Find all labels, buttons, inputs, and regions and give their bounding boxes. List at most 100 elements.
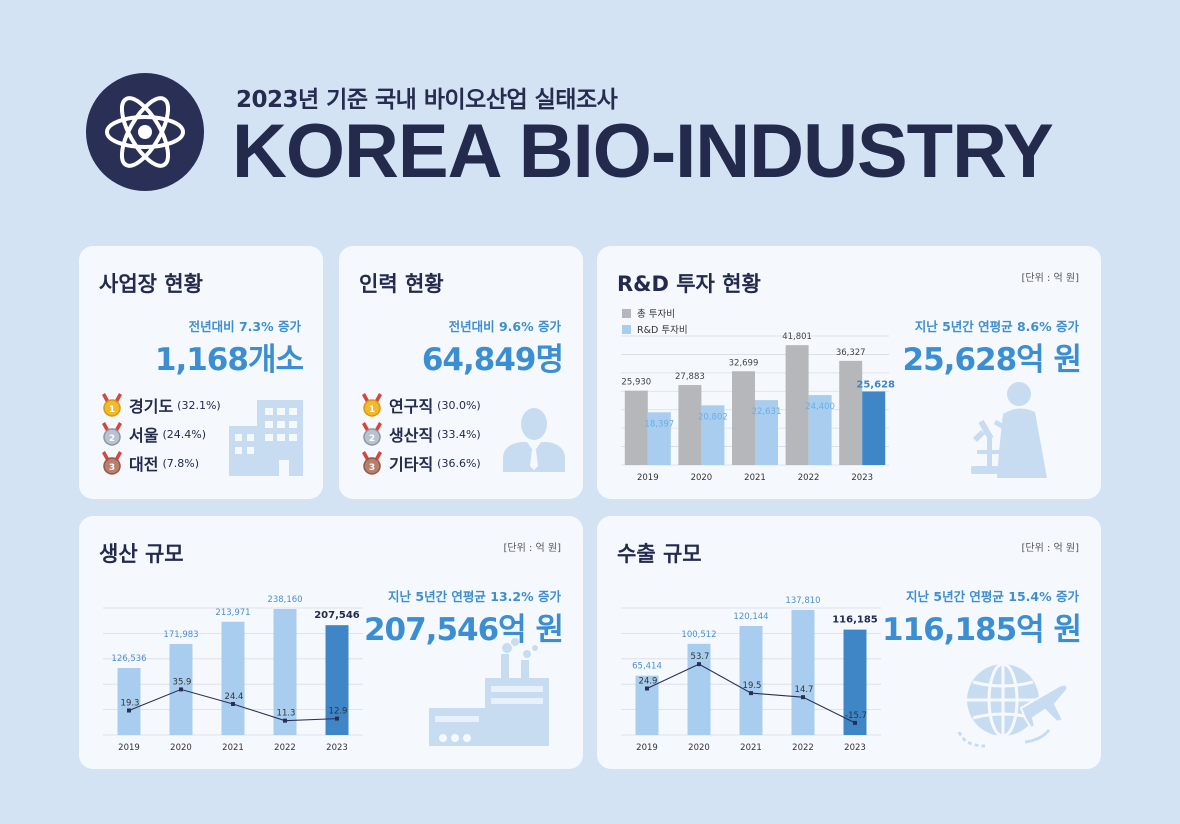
data-label: 171,983 xyxy=(163,630,198,640)
data-label-total: 32,699 xyxy=(729,358,759,368)
business-card: 사업장 현황 전년대비 7.3% 증가 1,168개소 1 경기도 (32.1%… xyxy=(79,246,323,499)
svg-text:1: 1 xyxy=(369,405,375,415)
data-label: 116,185 xyxy=(832,615,878,626)
legend-label-total: 총 투자비 xyxy=(637,309,675,320)
bar-total xyxy=(732,371,755,465)
data-label-rnd: 24,400 xyxy=(805,402,835,412)
x-tick-label: 2019 xyxy=(637,473,659,483)
rnd-unit: [단위 : 억 원] xyxy=(1021,273,1079,284)
bar xyxy=(273,608,297,735)
growth-label: -15.7 xyxy=(845,711,867,721)
data-label: 137,810 xyxy=(785,596,820,606)
business-title: 사업장 현황 xyxy=(99,272,203,296)
data-label-total: 27,883 xyxy=(675,372,705,382)
rank-pct: (33.4%) xyxy=(437,427,481,441)
svg-text:1: 1 xyxy=(109,405,115,415)
factory-icon xyxy=(429,638,549,746)
data-label: 126,536 xyxy=(111,654,146,664)
svg-text:2: 2 xyxy=(369,434,375,444)
data-label-total: 25,930 xyxy=(621,378,651,388)
business-rank-1: 1 경기도 (32.1%) xyxy=(101,393,221,417)
business-growth: 전년대비 7.3% 증가 xyxy=(188,319,301,334)
x-tick-label: 2019 xyxy=(636,743,658,753)
x-tick-label: 2019 xyxy=(118,743,140,753)
data-label: 238,160 xyxy=(267,595,302,605)
growth-label: 19.5 xyxy=(743,681,762,691)
production-card: 생산 규모 [단위 : 억 원] 지난 5년간 연평균 13.2% 증가 207… xyxy=(79,516,583,769)
export-growth: 지난 5년간 연평균 15.4% 증가 xyxy=(906,589,1079,604)
page-title: KOREA BIO-INDUSTRY xyxy=(232,109,1054,194)
bar xyxy=(221,621,245,735)
growth-point xyxy=(335,716,339,721)
export-card: 수출 규모 [단위 : 억 원] 지난 5년간 연평균 15.4% 증가 116… xyxy=(597,516,1101,769)
growth-label: 12.9 xyxy=(329,707,348,717)
bar-rnd xyxy=(647,412,671,465)
production-value: 207,546억 원 xyxy=(363,612,564,648)
bar xyxy=(117,668,141,735)
rank-name: 기타직 xyxy=(389,455,434,474)
workforce-rank-3: 3 기타직 (36.6%) xyxy=(361,451,481,475)
x-tick-label: 2023 xyxy=(844,743,866,753)
rnd-value: 25,628억 원 xyxy=(902,342,1082,378)
growth-label: 14.7 xyxy=(795,685,814,695)
atom-logo xyxy=(86,73,204,191)
growth-label: 19.3 xyxy=(121,698,140,708)
microscope-icon xyxy=(971,382,1047,478)
svg-text:2: 2 xyxy=(109,434,115,444)
rnd-chart: 총 투자비 R&D 투자비 25,930 18,397 2019 27,883 20,802… xyxy=(621,309,895,483)
globe-plane-icon xyxy=(957,662,1069,748)
rank-name: 대전 xyxy=(129,455,159,474)
x-tick-label: 2022 xyxy=(792,743,814,753)
x-tick-label: 2023 xyxy=(326,743,348,753)
x-tick-label: 2023 xyxy=(851,473,873,483)
rnd-title: R&D 투자 현황 xyxy=(617,272,761,296)
rank-pct: (36.6%) xyxy=(437,456,481,470)
x-tick-label: 2021 xyxy=(740,743,762,753)
rank-pct: (24.4%) xyxy=(162,427,206,441)
workforce-card: 인력 현황 전년대비 9.6% 증가 64,849명 1 연구직 (30.0%)… xyxy=(339,246,583,499)
rank-name: 연구직 xyxy=(389,397,434,416)
rank-pct: (32.1%) xyxy=(177,398,221,412)
bar-total xyxy=(624,390,648,465)
svg-text:3: 3 xyxy=(109,463,115,473)
growth-point xyxy=(179,687,183,692)
x-tick-label: 2020 xyxy=(691,473,713,483)
data-label: 120,144 xyxy=(733,612,768,622)
growth-label: 53.7 xyxy=(691,652,710,662)
production-growth: 지난 5년간 연평균 13.2% 증가 xyxy=(388,589,561,604)
person-icon xyxy=(503,408,565,472)
rank-name: 경기도 xyxy=(129,397,174,416)
rank-name: 서울 xyxy=(129,426,159,445)
workforce-title: 인력 현황 xyxy=(359,272,444,296)
export-value: 116,185억 원 xyxy=(881,612,1082,648)
export-title: 수출 규모 xyxy=(617,542,702,566)
growth-label: 24.9 xyxy=(639,677,658,687)
export-chart: 65,414 2019 100,512 2020 120,144 2021 137,810 2… xyxy=(621,596,881,753)
data-label-total: 41,801 xyxy=(782,332,812,342)
x-tick-label: 2021 xyxy=(744,473,766,483)
growth-point xyxy=(749,691,753,696)
gold-medal-icon: 1 xyxy=(362,393,382,417)
bar-total xyxy=(839,360,863,465)
bar xyxy=(739,626,763,735)
business-rank-3: 3 대전 (7.8%) xyxy=(101,451,199,475)
rank-name: 생산직 xyxy=(389,426,434,445)
rank-pct: (7.8%) xyxy=(162,456,199,470)
export-unit: [단위 : 억 원] xyxy=(1021,543,1079,554)
x-tick-label: 2020 xyxy=(170,743,192,753)
bar xyxy=(635,675,659,735)
rnd-card: R&D 투자 현황 [단위 : 억 원] 지난 5년간 연평균 8.6% 증가 … xyxy=(597,246,1101,499)
data-label: 100,512 xyxy=(681,630,716,640)
gold-medal-icon: 1 xyxy=(102,393,122,417)
growth-point xyxy=(127,708,131,713)
svg-text:3: 3 xyxy=(369,463,375,473)
production-chart: 126,536 2019 171,983 2020 213,971 2021 238,160… xyxy=(103,595,363,753)
x-tick-label: 2022 xyxy=(798,473,820,483)
data-label: 213,971 xyxy=(215,608,250,618)
bar xyxy=(843,629,867,735)
building-icon xyxy=(229,400,303,476)
business-rank-2: 2 서울 (24.4%) xyxy=(101,422,206,446)
business-value: 1,168개소 xyxy=(154,342,304,378)
bar-rnd xyxy=(808,395,832,465)
growth-label: 11.3 xyxy=(277,709,296,719)
